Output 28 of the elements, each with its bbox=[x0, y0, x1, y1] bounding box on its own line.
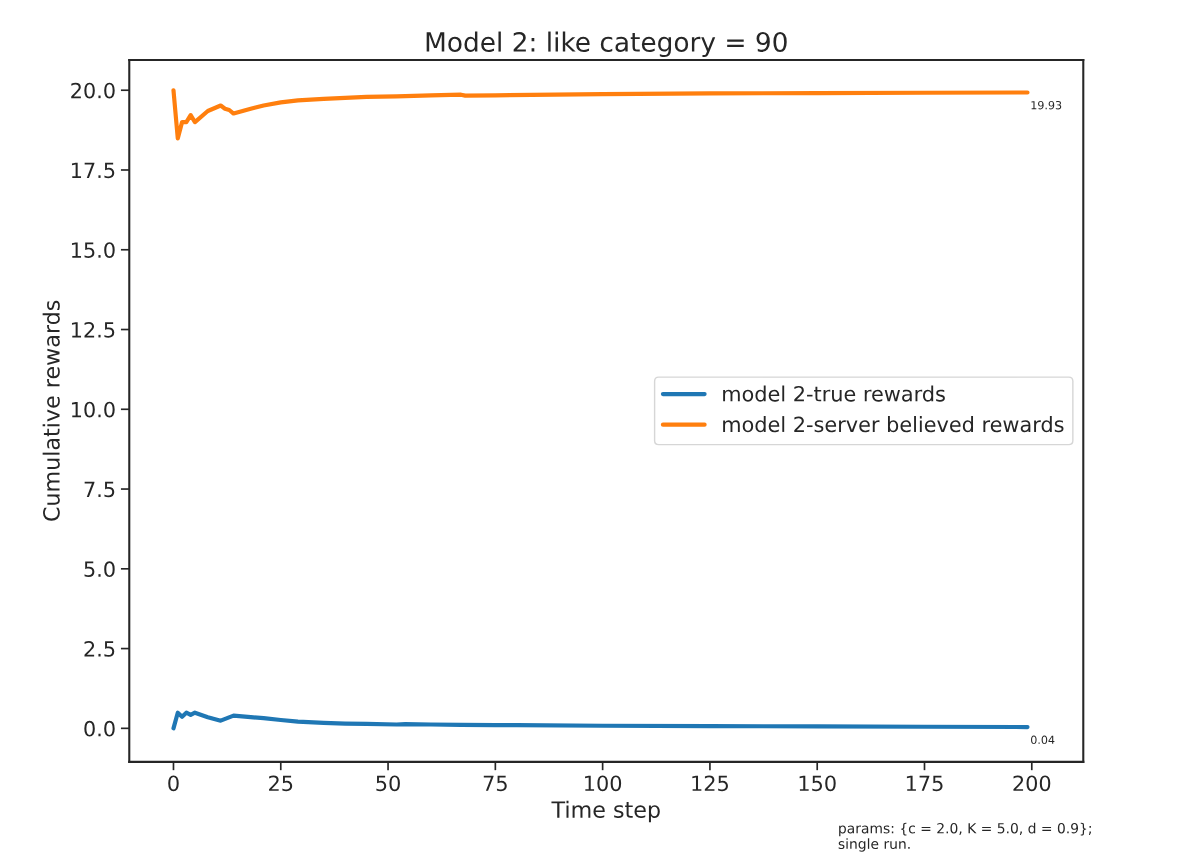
legend-label: model 2-server believed rewards bbox=[723, 416, 1064, 433]
annotation: 0.04 bbox=[1031, 735, 1055, 744]
y-axis-title: Cumulative rewards bbox=[42, 300, 60, 521]
line-series bbox=[171, 88, 1030, 141]
legend-label: model 2-true rewards bbox=[723, 385, 945, 402]
y-tick-label: 17.5 bbox=[71, 162, 115, 179]
x-tick-label: 125 bbox=[692, 775, 728, 792]
y-tick-label: 12.5 bbox=[71, 321, 115, 338]
x-tick-label: 75 bbox=[483, 775, 507, 792]
y-tick-label: 7.5 bbox=[84, 481, 115, 498]
y-tick-label: 0.0 bbox=[84, 720, 115, 737]
x-axis-title: Time step bbox=[551, 800, 660, 823]
y-tick-label: 20.0 bbox=[71, 82, 115, 99]
x-tick-label: 50 bbox=[376, 775, 400, 792]
line-series bbox=[171, 710, 1030, 731]
x-tick-label: 200 bbox=[1013, 775, 1051, 792]
x-tick-label: 25 bbox=[269, 775, 293, 792]
y-tick-label: 2.5 bbox=[84, 641, 115, 657]
y-tick-label: 10.0 bbox=[71, 401, 115, 418]
y-tick-label: 15.0 bbox=[71, 242, 115, 258]
y-tick-label: 5.0 bbox=[84, 561, 115, 578]
text: params: {c = 2.0, K = 5.0, d = 0.9}; single run. bbox=[838, 822, 1091, 852]
x-tick-label: 0 bbox=[168, 775, 179, 792]
chart-title: Model 2: like category = 90 bbox=[426, 31, 787, 58]
x-tick-label: 150 bbox=[799, 775, 836, 792]
x-tick-label: 175 bbox=[906, 775, 943, 792]
x-tick-label: 100 bbox=[585, 775, 622, 792]
annotation: 19.93 bbox=[1031, 100, 1062, 110]
